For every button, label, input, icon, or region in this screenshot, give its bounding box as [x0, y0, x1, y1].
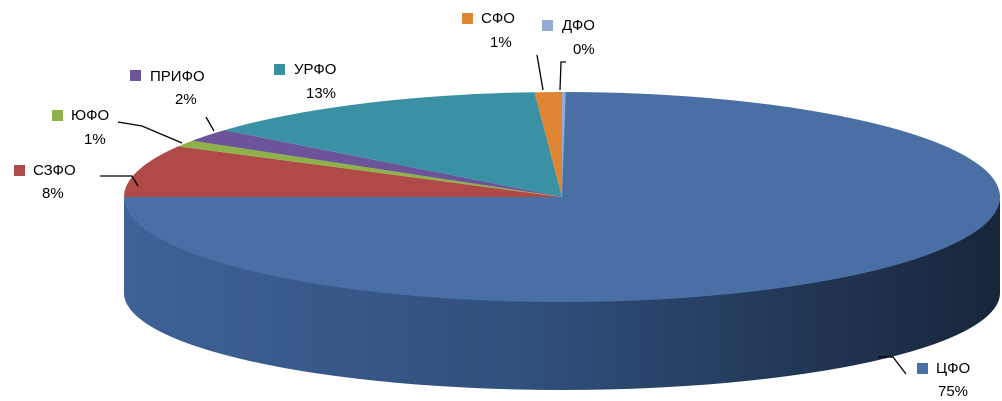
label-name-yufo: ЮФО	[71, 107, 109, 124]
label-swatch-urfo	[274, 64, 285, 75]
label-name-cfo: ЦФО	[936, 360, 970, 377]
slice-labels: ЦФО 75% СЗФО 8% ЮФО 1% ПРИФО 2% УРФО 13%…	[14, 10, 970, 400]
pie-slice-dfo	[562, 91, 566, 197]
pie-slice-urfo	[224, 92, 562, 197]
label-swatch-yufo	[52, 110, 63, 121]
label-value-sfo: 1%	[490, 34, 512, 51]
leader-line-cfo	[878, 356, 907, 375]
leader-line-prifo	[205, 116, 215, 132]
pie-slice-yufo	[178, 140, 562, 197]
label-name-szfo: СЗФО	[33, 162, 76, 179]
label-value-prifo: 2%	[175, 91, 197, 108]
pie-slice-sfo	[534, 91, 562, 197]
label-name-urfo: УРФО	[294, 61, 336, 78]
label-value-yufo: 1%	[84, 131, 106, 148]
label-swatch-dfo	[542, 20, 553, 31]
label-name-dfo: ДФО	[562, 17, 595, 34]
label-swatch-sfo	[462, 13, 473, 24]
label-value-dfo: 0%	[573, 41, 595, 58]
leader-line-szfo	[100, 175, 139, 187]
leader-line-sfo	[536, 54, 544, 91]
label-value-urfo: 13%	[306, 85, 336, 102]
pie-side-wall	[124, 197, 1000, 390]
label-value-szfo: 8%	[42, 185, 64, 202]
leader-line-yufo	[117, 121, 183, 144]
label-swatch-szfo	[14, 165, 25, 176]
label-value-cfo: 75%	[938, 383, 968, 400]
pie-slice-prifo	[192, 130, 562, 197]
leader-lines	[100, 54, 907, 375]
label-name-prifo: ПРИФО	[150, 68, 205, 85]
label-swatch-prifo	[130, 70, 141, 81]
label-swatch-cfo	[917, 363, 928, 374]
leader-line-dfo	[559, 61, 566, 91]
label-name-sfo: СФО	[481, 10, 515, 27]
pie-slice-szfo	[123, 146, 562, 197]
